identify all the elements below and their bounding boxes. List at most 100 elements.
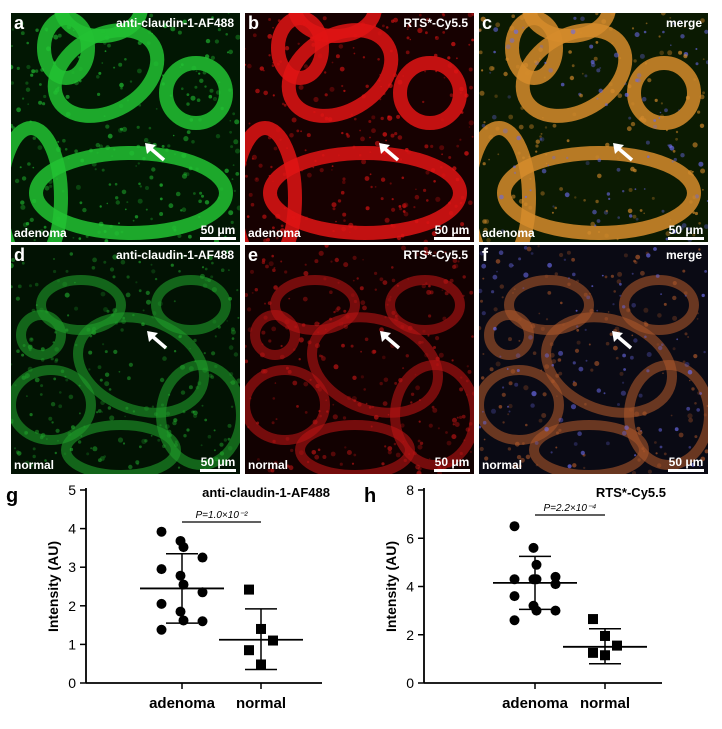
y-tick-label: 6: [406, 530, 414, 546]
scale-bar: 50 μm: [668, 455, 704, 472]
data-point: [509, 615, 520, 626]
data-point: [175, 570, 186, 581]
panel-letter: e: [248, 245, 259, 265]
data-point: [256, 623, 266, 634]
chart-h: h 0 2 4 6 8 Intensity (AU) adenoma normal RTS*-C…: [362, 475, 722, 724]
data-point: [528, 542, 539, 553]
tissue-label: normal: [248, 458, 289, 472]
scale-bar-label: 50 μm: [200, 223, 236, 237]
arrow-icon: [379, 143, 400, 162]
scale-bar-label: 50 μm: [434, 223, 470, 237]
scale-bar-line: [668, 237, 704, 240]
panel-letter-h: h: [364, 485, 377, 507]
data-point: [244, 645, 254, 656]
y-axis-label: Intensity (AU): [45, 541, 61, 632]
tissue-image: [479, 245, 708, 474]
panel-title: merge: [665, 248, 702, 262]
data-point: [256, 659, 266, 670]
data-point: [178, 615, 189, 626]
data-point: [509, 521, 520, 532]
data-point: [600, 650, 610, 661]
p-value-label: P=2.2×10⁻⁴: [544, 503, 597, 514]
arrow-icon: [147, 331, 168, 350]
panel-title: merge: [665, 16, 702, 30]
data-point: [509, 574, 520, 585]
p-value-label: P=1.0×10⁻²: [196, 510, 249, 521]
panel-title: RTS*-Cy5.5: [403, 16, 468, 30]
scale-bar: 50 μm: [434, 455, 470, 472]
panel-letter: b: [248, 13, 259, 33]
scale-bar-label: 50 μm: [668, 455, 704, 469]
data-point: [531, 574, 542, 585]
micrograph-panel-c: c merge adenoma 50 μm: [479, 13, 708, 242]
y-tick-label: 8: [406, 482, 414, 498]
x-tick-label: normal: [580, 695, 630, 712]
scatter-plot-h: 0 2 4 6 8 Intensity (AU) adenoma normal RTS*-Cy5…: [383, 482, 666, 712]
data-point: [156, 526, 167, 537]
scale-bar-line: [668, 469, 704, 472]
scale-bar-line: [434, 237, 470, 240]
y-tick-label: 0: [68, 675, 76, 691]
scale-bar: 50 μm: [434, 223, 470, 240]
scatter-plot-g: 0 1 2 3 4 5 Intensity (AU) adenoma normal anti-cl…: [45, 482, 330, 712]
micrograph-panel-b: b RTS*-Cy5.5 adenoma 50 μm: [245, 13, 474, 242]
scale-bar: 50 μm: [668, 223, 704, 240]
data-point: [550, 571, 561, 582]
data-point: [550, 579, 561, 590]
scale-bar: 50 μm: [200, 455, 236, 472]
x-tick-label: normal: [236, 695, 286, 712]
data-point: [197, 616, 208, 627]
y-tick-label: 5: [68, 482, 76, 498]
y-tick-label: 2: [406, 627, 414, 643]
y-tick-label: 2: [68, 598, 76, 614]
panel-title: anti-claudin-1-AF488: [115, 248, 234, 262]
panel-letter: d: [14, 245, 25, 265]
y-axis-label: Intensity (AU): [383, 541, 399, 632]
scale-bar: 50 μm: [200, 223, 236, 240]
data-point: [197, 587, 208, 598]
micrograph-panel-f: f merge normal 50 μm: [479, 245, 708, 474]
chart-g: g 0 1 2 3 4 5 Intensity (AU) adenoma normal anti-…: [0, 475, 360, 724]
data-point: [588, 647, 598, 658]
data-point: [156, 598, 167, 609]
data-point: [156, 624, 167, 635]
scale-bar-label: 50 μm: [434, 455, 470, 469]
tissue-label: adenoma: [14, 226, 67, 240]
tissue-label: adenoma: [482, 226, 535, 240]
micrograph-panel-d: d anti-claudin-1-AF488 normal 50 μm: [11, 245, 240, 474]
tissue-label: normal: [14, 458, 55, 472]
data-point: [197, 552, 208, 563]
arrow-icon: [145, 143, 166, 162]
arrow-icon: [380, 331, 401, 350]
data-point: [612, 640, 622, 651]
data-point: [175, 606, 186, 617]
scale-bar-line: [434, 469, 470, 472]
tissue-image: [245, 245, 474, 474]
data-point: [178, 542, 189, 553]
panel-letter-g: g: [6, 485, 19, 507]
y-tick-label: 0: [406, 675, 414, 691]
data-point: [156, 564, 167, 575]
panel-title: anti-claudin-1-AF488: [115, 16, 234, 30]
data-point: [268, 635, 278, 646]
panel-title: RTS*-Cy5.5: [403, 248, 468, 262]
tissue-label: adenoma: [248, 226, 301, 240]
data-point: [244, 584, 254, 595]
micrograph-panel-e: e RTS*-Cy5.5 normal 50 μm: [245, 245, 474, 474]
scale-bar-label: 50 μm: [668, 223, 704, 237]
y-tick-label: 4: [68, 521, 76, 537]
panel-letter: a: [14, 13, 25, 33]
data-point: [550, 605, 561, 616]
micrograph-panel-a: a anti-claudin-1-AF488 adenoma 50 μm: [11, 13, 240, 242]
arrow-icon: [613, 143, 634, 162]
scale-bar-line: [200, 469, 236, 472]
tissue-image: [11, 250, 240, 474]
tissue-image: [11, 13, 240, 242]
y-tick-label: 3: [68, 559, 76, 575]
y-tick-label: 4: [406, 579, 414, 595]
panel-letter: f: [482, 245, 488, 265]
data-point: [178, 579, 189, 590]
data-point: [588, 614, 598, 625]
tissue-image: [479, 13, 708, 242]
tissue-label: normal: [482, 458, 523, 472]
